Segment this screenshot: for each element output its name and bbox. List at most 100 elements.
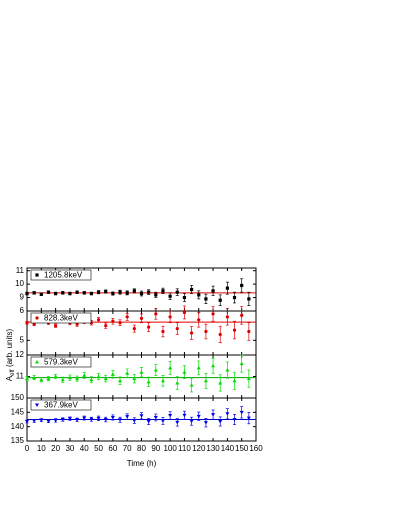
data-point [32,291,36,295]
data-point [153,415,158,420]
data-point [67,375,72,380]
data-point [168,413,173,418]
x-tick-label: 100 [163,444,177,453]
data-point [168,294,172,298]
data-point [160,378,165,383]
data-point [196,414,201,419]
data-point [247,329,251,334]
legend-label: 1205.8keV [44,271,83,280]
x-tick-label: 10 [37,444,46,453]
data-point [53,418,58,423]
data-point [125,371,130,375]
data-point [225,412,230,416]
data-point [225,315,229,319]
y-tick-label: 11 [16,372,25,381]
data-point [232,418,237,422]
x-tick-label: 60 [108,444,117,453]
data-point [197,318,201,322]
x-tick-label: 20 [51,444,60,453]
data-point [211,312,215,316]
data-point [211,363,216,368]
data-point [46,376,51,381]
x-tick-label: 110 [178,444,191,453]
y-tick-label: 5 [20,335,25,344]
data-point [75,418,80,422]
data-point [218,420,223,424]
data-point [75,376,80,381]
data-point [89,377,94,382]
y-tick-label: 10 [15,279,24,288]
y-tick-label: 12 [15,350,24,359]
data-point [60,377,65,382]
data-point [182,310,187,315]
data-point [111,319,115,323]
data-point [82,373,87,377]
data-point [189,383,194,387]
data-point [204,329,208,334]
data-point [147,290,151,294]
data-point [54,291,58,296]
data-point [103,376,108,381]
data-point [154,293,158,297]
data-point [232,328,237,332]
data-point [32,419,37,423]
data-point [111,291,115,296]
data-point [139,370,144,374]
x-tick-label: 70 [123,444,132,453]
data-point [182,413,187,418]
data-point [82,291,86,295]
data-point [132,327,136,331]
data-point [232,378,237,383]
data-point [153,368,158,372]
data-point [104,289,108,294]
data-point [60,418,65,422]
legend-box [30,356,92,368]
data-point [175,327,179,331]
legend-box [30,399,92,411]
data-point [89,291,94,296]
data-point [196,365,201,370]
data-point [25,291,29,296]
data-point [225,368,230,372]
data-point [189,287,194,292]
data-point [203,378,208,383]
x-tick-label: 150 [235,444,249,453]
data-point [197,293,201,297]
data-point [125,315,129,319]
data-point [161,289,165,293]
legend-marker [35,316,39,320]
data-point [139,291,144,296]
data-point [110,372,115,376]
data-point [25,321,29,325]
x-tick-label: 0 [25,444,30,453]
legend-label: 367.9keV [44,401,78,410]
data-point [225,286,229,290]
legend-marker [35,403,39,407]
data-point [82,416,87,421]
legend-label: 828.3keV [44,314,78,323]
data-point [75,322,79,326]
data-point [218,380,223,385]
data-point [132,419,137,423]
data-point [239,361,244,366]
data-point [175,420,180,425]
data-point [54,324,58,328]
data-point [189,419,194,424]
data-point [75,290,79,294]
data-point [246,416,251,421]
data-point [46,419,51,424]
data-point [204,297,208,301]
data-point [96,318,101,322]
data-point [246,376,251,381]
data-point [110,415,115,420]
data-point [103,418,108,422]
data-point [146,379,151,384]
data-point [146,420,151,424]
y-label-sub: eff [10,369,16,376]
y-tick-label: 135 [11,436,25,445]
data-point [53,374,58,378]
legend-marker [35,273,39,277]
data-point [46,290,51,294]
data-point [61,291,65,295]
x-tick-label: 90 [151,444,160,453]
